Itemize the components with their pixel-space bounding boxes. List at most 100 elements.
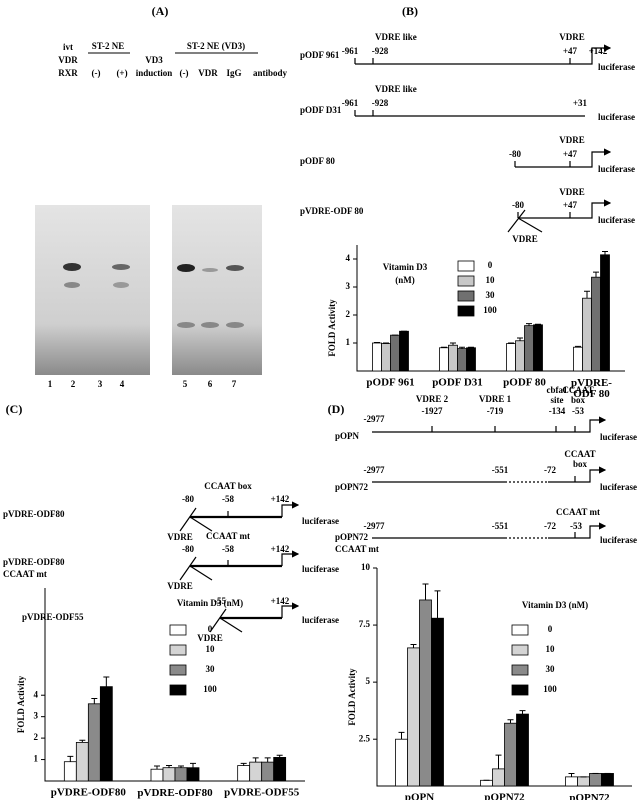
bar	[589, 773, 602, 787]
lane-number: 1	[48, 379, 53, 389]
bar	[162, 767, 176, 782]
label: -2977	[364, 465, 385, 475]
error-bar	[468, 346, 474, 348]
panel-label: (D)	[328, 402, 345, 416]
bar	[399, 330, 409, 372]
bar	[573, 346, 583, 372]
legend-label: 10	[486, 275, 496, 285]
legend-label: 10	[546, 644, 556, 654]
group: ST-2 NE (VD3)	[187, 41, 245, 51]
condition: VD3	[145, 55, 163, 65]
label: VDRE	[559, 187, 585, 197]
label: luciferase	[598, 164, 635, 174]
construct-name: pVDRE-ODF80	[3, 557, 65, 567]
legend-swatch	[457, 305, 475, 317]
legend-label: 0	[488, 260, 493, 270]
legend-label: 0	[548, 624, 553, 634]
label: -719	[487, 406, 504, 416]
y-axis-label: FOLD Activity	[347, 668, 357, 726]
legend-label: 100	[543, 684, 557, 694]
label: -961	[342, 98, 359, 108]
legend-swatch	[457, 275, 475, 287]
construct: pOPN72 CCAAT box -2977 -551 -72 lucifera…	[335, 449, 637, 492]
legend-swatch	[457, 260, 475, 272]
bar	[515, 340, 525, 372]
legend-label: 30	[206, 664, 216, 674]
y-tick-label: 2	[346, 309, 351, 319]
label: +142	[271, 494, 290, 504]
label: VDRE	[167, 581, 193, 591]
axis	[376, 568, 632, 787]
legend-swatch	[511, 644, 529, 656]
construct: pODF D31 VDRE like -961 -928 +31 lucifer…	[300, 84, 635, 122]
bar	[395, 738, 408, 787]
construct: pVDRE-ODF55 -55 +142 VDRE luciferase	[22, 596, 339, 643]
label: +142	[271, 544, 290, 554]
error-bar	[374, 341, 380, 343]
bar	[577, 776, 590, 787]
error-bar	[507, 719, 514, 724]
panel-label: (A)	[152, 4, 169, 18]
y-tick-label: 4	[34, 689, 39, 699]
x-tick-label: pVDRE-ODF 80	[571, 377, 612, 400]
condition: induction	[136, 68, 173, 78]
legend-swatch	[169, 624, 187, 636]
label: +142	[589, 46, 608, 56]
legend-swatch	[511, 684, 529, 696]
error-bar	[575, 345, 581, 348]
gel	[35, 205, 150, 375]
label: -1927	[422, 406, 443, 416]
label: VDRE like	[375, 84, 417, 94]
label: luciferase	[600, 482, 637, 492]
legend-swatch	[511, 664, 529, 676]
legend-swatch	[169, 644, 187, 656]
bar	[600, 254, 610, 372]
bar	[504, 722, 517, 787]
y-tick-label: 5	[366, 676, 371, 686]
legend-title: (nM)	[395, 275, 415, 285]
bar	[261, 761, 275, 782]
label: -53	[570, 521, 582, 531]
y-tick-label: 10	[361, 562, 371, 572]
legend-swatch	[457, 290, 475, 302]
label: luciferase	[600, 432, 637, 442]
lane-header: VDR	[198, 68, 218, 78]
label: -928	[372, 98, 389, 108]
error-bar	[508, 342, 514, 344]
error-bar	[526, 323, 532, 326]
error-bar	[593, 271, 599, 278]
bar	[381, 343, 391, 372]
legend-label: 0	[208, 624, 213, 634]
lane-header: (+)	[116, 68, 127, 78]
bar	[249, 761, 263, 782]
lane-header: (-)	[180, 68, 189, 78]
error-bar	[535, 323, 541, 325]
label: luciferase	[302, 564, 339, 574]
error-bar	[276, 754, 283, 758]
bar	[407, 647, 420, 787]
bar	[533, 324, 543, 372]
bar	[492, 768, 505, 787]
construct: pOPN VDRE 2 VDRE 1 cbfa1 site CCAAT box …	[335, 385, 637, 442]
label: +31	[573, 98, 588, 108]
construct: pVDRE-ODF 80 VDRE -80 +47 VDRE luciferas…	[300, 187, 635, 244]
error-bar	[459, 346, 465, 349]
label: site	[551, 395, 564, 405]
bar	[150, 768, 164, 782]
header: ivt	[63, 42, 73, 52]
label: -80	[512, 200, 524, 210]
legend-title: Vitamin D3	[383, 262, 428, 272]
bar	[75, 742, 89, 782]
error-bar	[441, 346, 447, 348]
label: luciferase	[598, 215, 635, 225]
error-bar	[190, 762, 196, 768]
bar	[601, 773, 614, 787]
error-bar	[568, 772, 575, 777]
label: CCAAT	[564, 449, 595, 459]
bar	[448, 344, 458, 372]
error-bar	[517, 337, 523, 341]
error-bar	[91, 697, 98, 704]
y-axis-label: FOLD Activity	[16, 675, 26, 733]
lane-number: 2	[71, 379, 76, 389]
